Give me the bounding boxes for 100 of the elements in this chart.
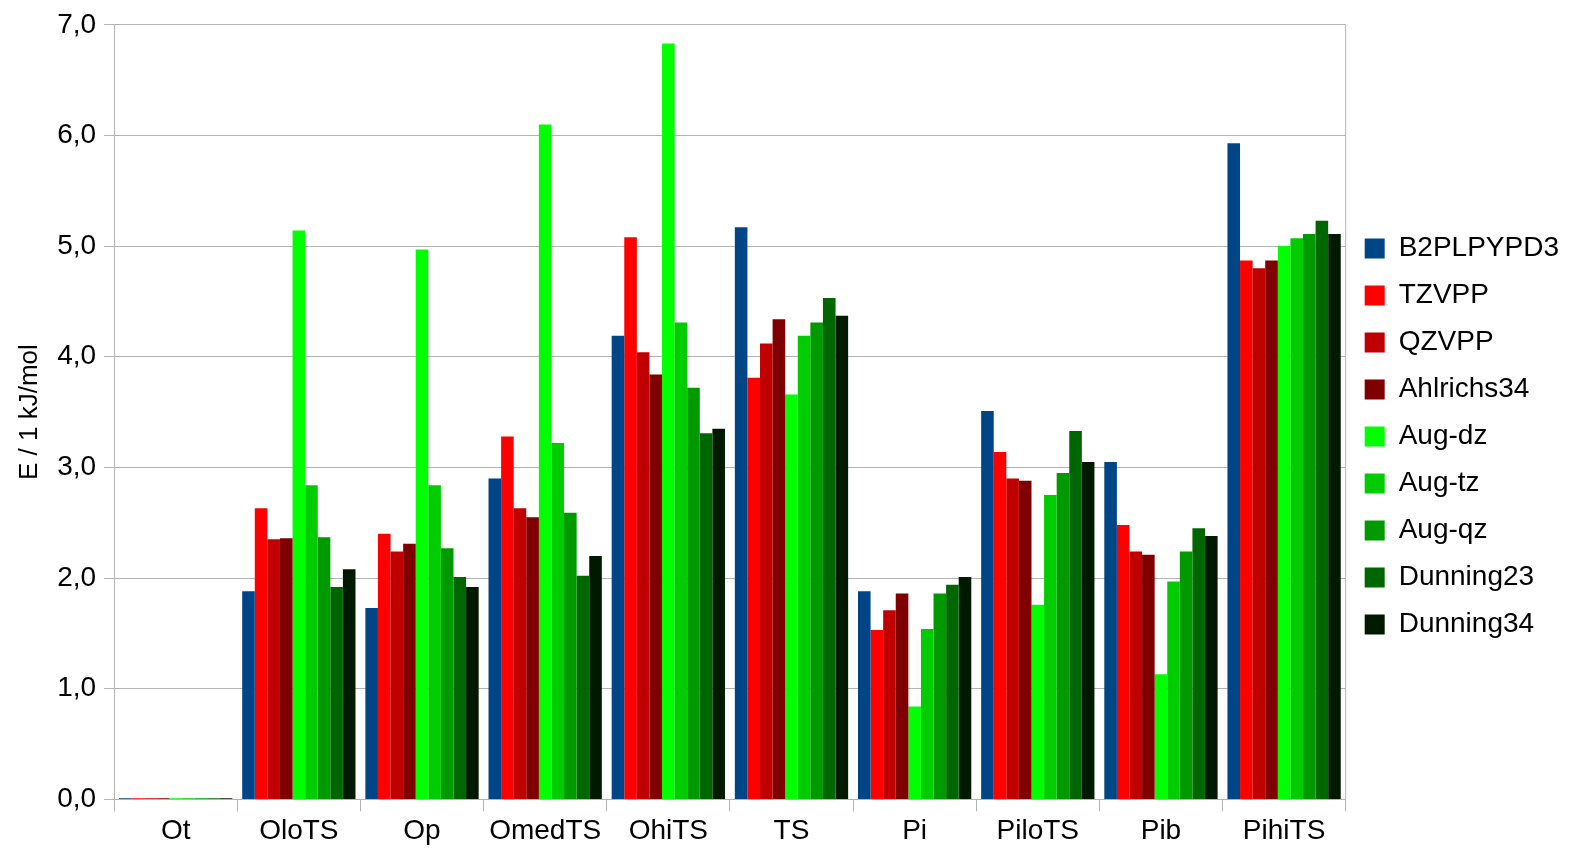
bar	[279, 538, 293, 799]
bar	[870, 630, 884, 799]
bar	[785, 394, 798, 799]
bar	[428, 485, 441, 799]
bar	[1179, 551, 1193, 799]
bar	[1252, 268, 1266, 799]
bar	[526, 517, 539, 799]
legend-label: Ahlrichs34	[1398, 372, 1530, 404]
bar	[292, 230, 306, 799]
y-axis-title: E / 1 kJ/mol	[12, 344, 43, 481]
bar	[908, 706, 921, 799]
bar	[835, 315, 849, 799]
y-tick-label: 4,0	[57, 339, 97, 371]
bar	[687, 387, 700, 799]
bar	[772, 319, 786, 799]
y-tick-label: 0,0	[57, 782, 97, 814]
bar	[933, 593, 947, 799]
x-tick-label: Pi	[902, 813, 928, 845]
legend-label: Aug-dz	[1398, 419, 1488, 451]
bar	[390, 551, 404, 799]
bar	[611, 335, 625, 799]
bar	[415, 249, 429, 799]
y-tick-label: 3,0	[57, 450, 97, 482]
bar	[699, 433, 713, 799]
bar	[1154, 674, 1168, 799]
legend-label: Aug-qz	[1398, 513, 1488, 545]
legend-label: B2PLPYPD3	[1398, 231, 1560, 263]
bar	[993, 451, 1007, 799]
bar	[589, 555, 602, 799]
bar	[403, 543, 416, 799]
bar	[662, 43, 675, 799]
bar	[920, 628, 934, 799]
bar	[317, 537, 331, 799]
bar	[895, 593, 909, 799]
x-tick-label: Op	[403, 813, 441, 845]
y-tick-label: 1,0	[57, 671, 97, 703]
bar	[254, 508, 268, 799]
x-tick-label: PiloTS	[996, 813, 1080, 845]
legend-label: Aug-tz	[1398, 466, 1480, 498]
bar	[1031, 604, 1045, 799]
x-tick-label: Pib	[1140, 813, 1182, 845]
bar	[242, 591, 255, 799]
bar	[649, 374, 663, 799]
bar	[330, 586, 343, 799]
bar	[1018, 480, 1032, 799]
legend-label: QZVPP	[1398, 325, 1494, 357]
bar	[1227, 143, 1241, 799]
bar	[501, 436, 514, 799]
bar	[674, 322, 688, 799]
bar	[488, 478, 502, 799]
x-tick-label: OloTS	[259, 813, 339, 845]
bar	[538, 124, 552, 799]
bar	[1129, 551, 1143, 799]
bar	[981, 410, 994, 799]
bar	[1069, 430, 1082, 799]
y-tick-label: 5,0	[57, 228, 97, 260]
bar	[453, 576, 467, 799]
bar	[377, 533, 391, 799]
bar	[636, 352, 650, 799]
bar	[1142, 554, 1155, 799]
x-tick-label: OmedTS	[489, 813, 602, 845]
bar	[466, 586, 479, 799]
y-tick-label: 2,0	[57, 560, 97, 592]
bar	[822, 298, 836, 799]
bar	[1205, 536, 1218, 799]
bar	[1240, 260, 1253, 799]
bar	[946, 584, 959, 799]
bar	[1167, 581, 1180, 799]
x-tick-label: PihiTS	[1242, 813, 1326, 845]
bar	[1081, 461, 1095, 799]
y-tick-label: 6,0	[57, 118, 97, 150]
bar	[1265, 260, 1278, 799]
bar	[1104, 461, 1117, 799]
bar	[365, 607, 378, 799]
bar	[564, 512, 577, 799]
bar	[1006, 478, 1019, 799]
bar	[810, 322, 823, 799]
bar	[440, 548, 454, 799]
bar	[1290, 238, 1303, 799]
bar	[734, 227, 748, 799]
bar	[958, 576, 972, 799]
legend-label: TZVPP	[1398, 278, 1489, 310]
bar	[1302, 233, 1316, 799]
bar	[1277, 246, 1291, 799]
bar	[576, 575, 590, 799]
bar	[1192, 528, 1206, 799]
bar	[513, 508, 527, 799]
bar	[1315, 220, 1329, 799]
bar	[1328, 233, 1341, 799]
bar	[712, 428, 725, 799]
bar	[1116, 524, 1130, 799]
bar	[857, 591, 871, 799]
bar	[797, 335, 811, 799]
bar	[267, 539, 280, 799]
bar	[1056, 472, 1070, 799]
x-tick-label: Ot	[160, 813, 191, 845]
y-tick-label: 7,0	[57, 7, 97, 39]
bar	[760, 343, 773, 799]
bar	[883, 610, 896, 799]
bar	[624, 237, 637, 799]
